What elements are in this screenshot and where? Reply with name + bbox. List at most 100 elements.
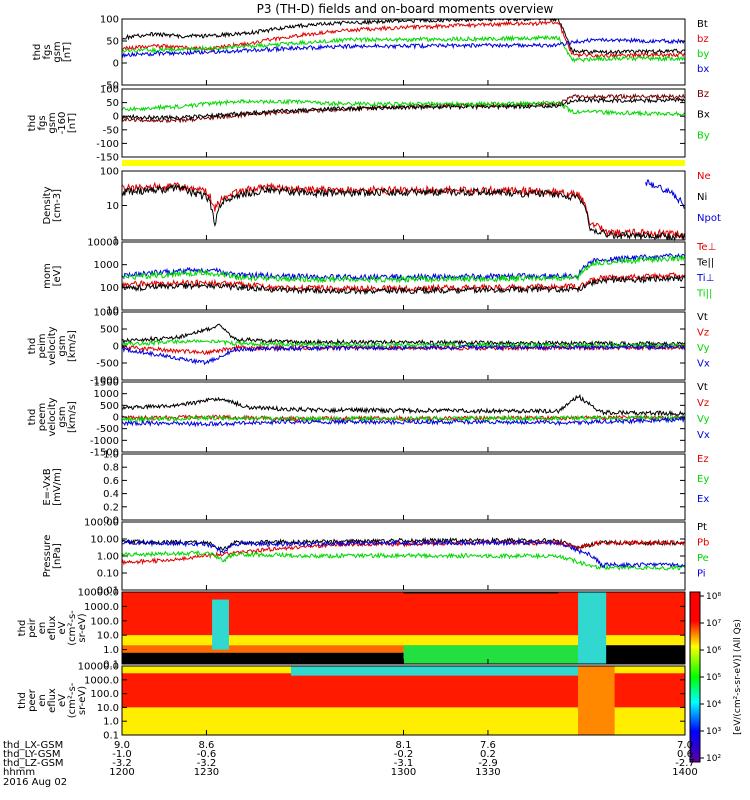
ytick-label: 1000 <box>94 308 119 319</box>
ylabel-line: sr-eV) <box>77 686 88 715</box>
ylabel-line: velocity <box>47 397 58 436</box>
legend-Vx: Vx <box>697 359 710 370</box>
colorbar-label: [eV/(cm²-s-sr-eV)] (All Qs) <box>733 619 743 735</box>
heatmap-band-4 <box>578 666 615 735</box>
ylabel-line: peim <box>37 333 48 358</box>
colorbar-tick-label: 10⁸ <box>706 592 721 602</box>
ytick-label: 50 <box>106 98 119 109</box>
ytick-label: 500 <box>100 401 119 412</box>
ytick-label: 1.0 <box>103 717 119 728</box>
ytick-label: -150 <box>96 153 119 164</box>
ylabel-line: [nT] <box>62 42 73 62</box>
footer-lx-value: 8.1 <box>396 740 412 751</box>
heatmap-band-2 <box>122 652 404 664</box>
legend-Pb: Pb <box>697 538 709 549</box>
legend-by: by <box>697 49 709 60</box>
ytick-label: 100.00 <box>84 518 119 529</box>
ylabel-line: thd <box>27 409 38 426</box>
footer-lz-value: -2.9 <box>478 758 498 769</box>
series-line-Pi <box>121 539 686 569</box>
ytick-label: 100.0 <box>90 689 119 700</box>
footer-lz-value: -3.2 <box>112 758 132 769</box>
ylabel-line: en <box>37 694 48 707</box>
heatmap-band-4 <box>600 645 685 664</box>
ytick-label: 0 <box>113 59 119 70</box>
footer-hhmm-value: 1230 <box>194 767 219 778</box>
ytick-label: -50 <box>103 81 119 92</box>
legend-bx: bx <box>697 64 709 75</box>
ytick-label: 100.0 <box>90 616 119 627</box>
legend-Ex: Ex <box>697 494 709 505</box>
footer-hhmm-value: 1400 <box>672 767 697 778</box>
series-line-Vx <box>121 343 686 366</box>
series-line-Vx <box>121 416 686 428</box>
panel-pressure: Pt Pb Pe Pi 100.00 10.00 1.00 0.10 0.01 Pressure[… <box>42 518 709 597</box>
ytick-label: 0.01 <box>97 586 119 597</box>
ylabel-line: gsm <box>47 112 58 133</box>
footer-date: 2016 Aug 02 <box>3 777 67 788</box>
footer-row-lz: thd_LZ-GSM <box>3 758 64 769</box>
flag-bar <box>122 160 685 166</box>
footer-lx-value: 9.0 <box>114 740 130 751</box>
legend-Vy: Vy <box>697 414 710 425</box>
footer-lz-value: -2.7 <box>675 758 695 769</box>
ylabel-line: [nPa] <box>52 543 63 569</box>
ytick-label: 1.0 <box>103 645 119 656</box>
footer-row-hhmm: hhmm <box>3 767 35 778</box>
ytick-label: 10000.0 <box>78 588 119 599</box>
series-line-bx <box>121 37 686 59</box>
ytick-label: 10000.0 <box>78 662 119 673</box>
panel-efield: Ez Ey Ex 1.0 0.8 0.6 0.4 0.2 0.0 E=-VxB [mV/m] <box>42 450 709 527</box>
series-line-Vy <box>121 414 686 423</box>
heatmap-band-3 <box>403 645 601 664</box>
ylabel-line: velocity <box>47 326 58 365</box>
series-line-Te⊥ <box>121 271 686 293</box>
ylabel-line: eflux <box>47 688 58 713</box>
ytick-label: -1000 <box>90 436 119 447</box>
footer-ly-value: -1.0 <box>112 749 132 760</box>
series-line-Vt <box>122 393 686 418</box>
ytick-label: 10 <box>106 306 119 317</box>
ylabel-line: thd <box>32 44 43 61</box>
legend-Vy: Vy <box>697 343 710 354</box>
ylabel-line: [nT] <box>67 113 78 133</box>
series-line-Bz <box>121 93 686 124</box>
series-line-Pe <box>121 549 686 571</box>
ylabel-line: mom <box>42 263 53 289</box>
ytick-label: 0.2 <box>103 502 119 513</box>
legend-Bz: Bz <box>697 89 709 100</box>
legend-Vt: Vt <box>697 382 708 393</box>
ytick-label: 0.8 <box>103 463 119 474</box>
footer-lx-value: 7.0 <box>677 740 693 751</box>
ytick-label: 0 <box>113 112 119 123</box>
ylabel-line: [km/s] <box>67 330 78 362</box>
legend-By: By <box>697 130 710 141</box>
ytick-label: 1000 <box>94 389 119 400</box>
ylabel-line: eV <box>57 621 68 634</box>
heatmap-band-6 <box>212 599 229 650</box>
legend-Vt: Vt <box>697 312 708 323</box>
ytick-label: 0.6 <box>103 476 119 487</box>
ytick-label: 100 <box>100 15 119 26</box>
footer: thd_LX-GSM thd_LY-GSM thd_LZ-GSM hhmm 20… <box>3 740 698 788</box>
series-line-Vt <box>121 323 686 348</box>
ytick-label: 10.0 <box>97 703 119 714</box>
series-line-Bt <box>121 17 686 56</box>
ylabel-line: thd <box>17 620 28 637</box>
footer-lx-value: 8.6 <box>198 740 214 751</box>
legend-Vz: Vz <box>697 398 709 409</box>
ytick-label: -100 <box>96 139 119 150</box>
legend-Pt: Pt <box>697 522 707 533</box>
ytick-label: 500 <box>100 325 119 336</box>
panel-peer_spec: 10000.0 1000.0 100.0 10.0 1.0 0.1 thd peer en efl… <box>17 662 686 742</box>
figure-title: P3 (TH-D) fields and on-board moments ov… <box>257 2 554 16</box>
ytick-label: 1.00 <box>97 552 119 563</box>
footer-row-ly: thd_LY-GSM <box>3 749 60 760</box>
panel-frame <box>121 453 686 521</box>
ytick-label: -50 <box>103 125 119 136</box>
colorbar-tick-label: 10² <box>706 754 721 764</box>
heatmap-band-3 <box>290 666 579 676</box>
series-line-By <box>121 98 686 117</box>
ylabel-line: gsm <box>57 335 68 356</box>
ylabel-line: peem <box>37 403 48 431</box>
